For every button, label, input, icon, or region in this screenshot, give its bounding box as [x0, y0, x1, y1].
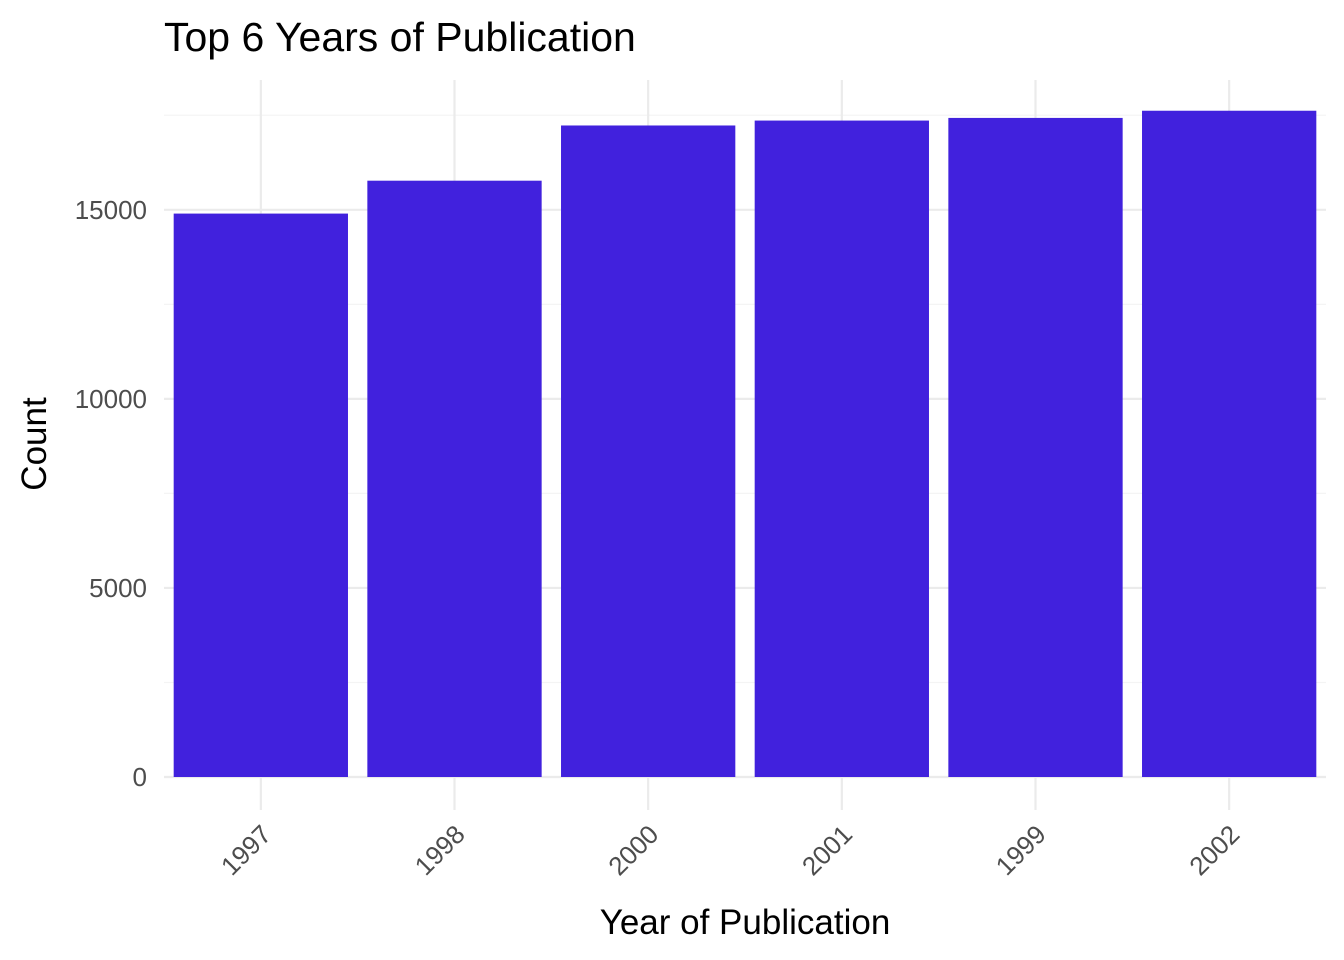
bar-1997	[173, 213, 348, 777]
bar-layer	[173, 110, 1317, 778]
y-tick-label: 10000	[75, 384, 147, 414]
x-tick-label: 2002	[1183, 819, 1245, 881]
y-tick-label: 5000	[89, 573, 147, 603]
y-axis-ticks: 0 5000 10000 15000	[75, 195, 147, 792]
bar-1999	[948, 117, 1123, 777]
x-axis-title: Year of Publication	[600, 903, 891, 942]
x-tick-label: 2001	[796, 819, 858, 881]
x-tick-label: 1998	[409, 819, 471, 881]
bar-2000	[561, 125, 736, 778]
chart-title: Top 6 Years of Publication	[164, 14, 636, 60]
y-tick-label: 0	[133, 762, 147, 792]
y-tick-label: 15000	[75, 195, 147, 225]
bar-2002	[1142, 110, 1317, 778]
x-tick-label: 1997	[215, 819, 277, 881]
x-axis-ticks: 1997 1998 2000 2001 1999 2002	[215, 819, 1245, 881]
bar-1998	[367, 180, 542, 778]
y-axis-title: Count	[15, 397, 54, 491]
x-tick-label: 1999	[990, 819, 1052, 881]
x-tick-label: 2000	[602, 819, 664, 881]
bar-2001	[754, 120, 929, 777]
